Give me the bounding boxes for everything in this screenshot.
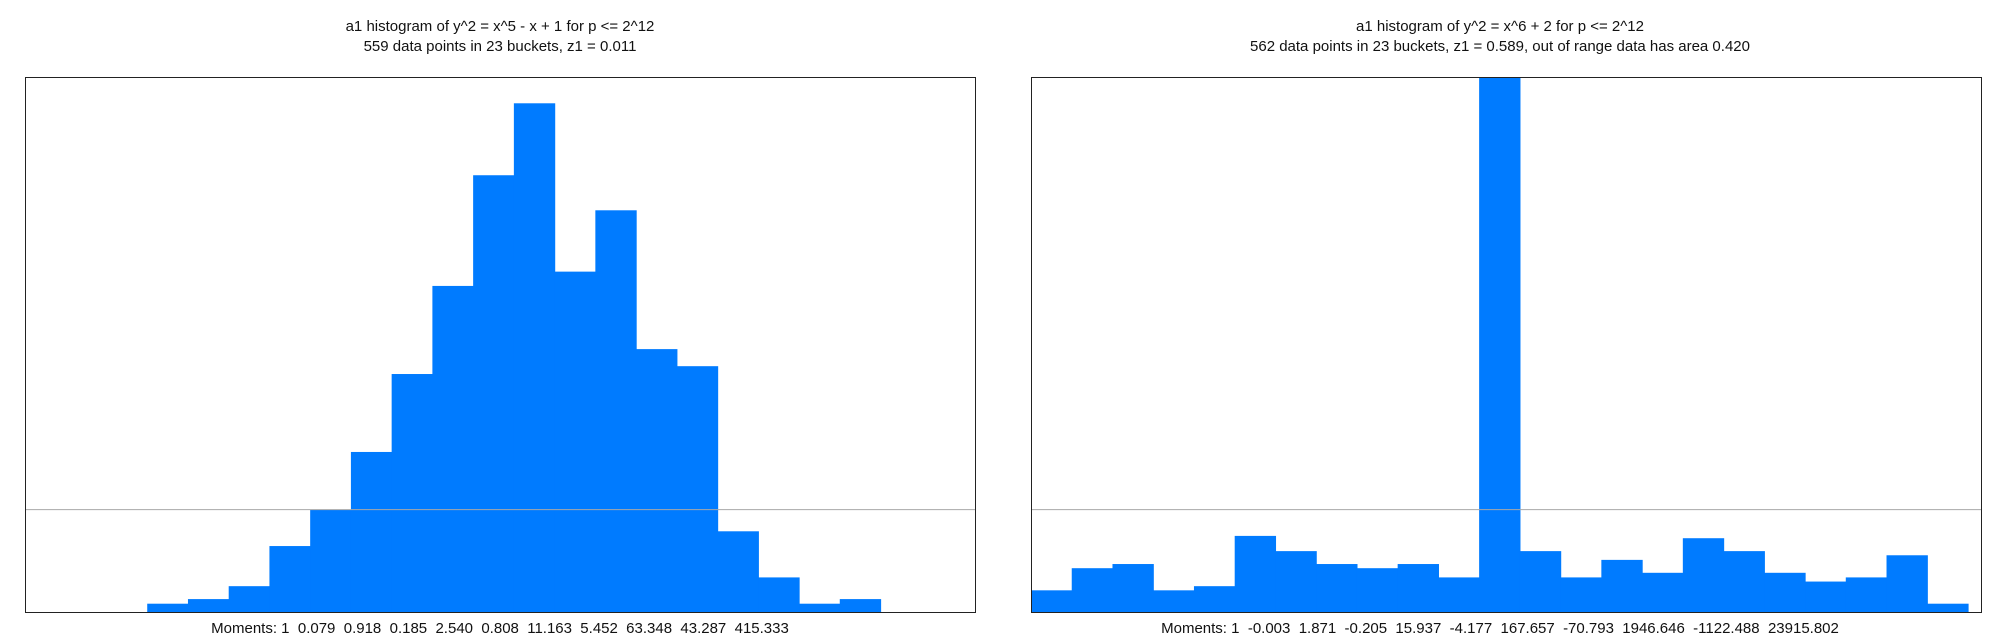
histogram-plot-left bbox=[25, 77, 976, 613]
histogram-bar bbox=[676, 366, 719, 612]
histogram-bar bbox=[350, 451, 393, 612]
histogram-bar bbox=[1438, 577, 1480, 612]
histogram-bar bbox=[758, 577, 800, 612]
histogram-bar bbox=[1153, 590, 1195, 612]
histogram-bar bbox=[1682, 538, 1725, 612]
histogram-bar bbox=[1316, 564, 1358, 612]
plot-frame bbox=[25, 77, 976, 613]
histogram-bar bbox=[1560, 577, 1602, 612]
histogram-plot-right bbox=[1031, 77, 1982, 613]
plot-frame bbox=[1031, 77, 1982, 613]
histogram-bar bbox=[1764, 572, 1806, 612]
histogram-bar bbox=[595, 210, 637, 613]
histogram-bar bbox=[147, 603, 189, 612]
histogram-bar bbox=[1071, 568, 1114, 612]
histogram-bar bbox=[513, 103, 556, 612]
moments-label: Moments: 1 0.079 0.918 0.185 2.540 0.808… bbox=[211, 620, 789, 637]
histogram-bar bbox=[1275, 551, 1317, 612]
histogram-bar bbox=[1112, 564, 1154, 612]
chart-subtitle: 559 data points in 23 buckets, z1 = 0.01… bbox=[363, 38, 637, 55]
histogram-panel-right: a1 histogram of y^2 = x^6 + 2 for p <= 2… bbox=[1000, 0, 2000, 640]
histogram-bar bbox=[228, 586, 271, 612]
histogram-bar bbox=[1886, 555, 1928, 612]
histogram-bar bbox=[1723, 551, 1765, 612]
histogram-bar bbox=[310, 509, 352, 612]
histogram-bar bbox=[269, 546, 311, 612]
histogram-bar bbox=[473, 175, 515, 613]
histogram-bar bbox=[799, 603, 841, 612]
histogram-bar bbox=[1479, 77, 1521, 612]
histogram-bar bbox=[1234, 535, 1277, 612]
histogram-bar bbox=[1031, 590, 1073, 612]
histogram-bar bbox=[1356, 568, 1399, 612]
histogram-bar bbox=[187, 599, 230, 612]
chart-title: a1 histogram of y^2 = x^5 - x + 1 for p … bbox=[345, 18, 655, 35]
histogram-bar bbox=[1927, 603, 1969, 612]
histogram-bars bbox=[1031, 77, 1969, 612]
histogram-bar bbox=[1601, 559, 1643, 612]
histogram-bar bbox=[1397, 564, 1439, 612]
chart-subtitle: 562 data points in 23 buckets, z1 = 0.58… bbox=[1250, 38, 1750, 55]
histogram-bar bbox=[839, 599, 882, 612]
histogram-bar bbox=[1193, 586, 1236, 612]
histogram-panel-left: a1 histogram of y^2 = x^5 - x + 1 for p … bbox=[25, 18, 976, 637]
histogram-bars bbox=[147, 103, 882, 613]
histogram-bar bbox=[1805, 581, 1847, 612]
histogram-bar bbox=[1642, 572, 1684, 612]
histogram-bar bbox=[391, 374, 433, 612]
histogram-bar bbox=[432, 285, 474, 612]
histogram-bar bbox=[554, 271, 596, 612]
histogram-bar bbox=[717, 531, 759, 612]
histogram-bar bbox=[1519, 551, 1562, 612]
histogram-bar bbox=[1845, 577, 1888, 612]
histogram-bar bbox=[636, 349, 678, 612]
moments-label: Moments: 1 -0.003 1.871 -0.205 15.937 -4… bbox=[1161, 620, 1839, 637]
chart-title: a1 histogram of y^2 = x^6 + 2 for p <= 2… bbox=[1356, 18, 1644, 35]
